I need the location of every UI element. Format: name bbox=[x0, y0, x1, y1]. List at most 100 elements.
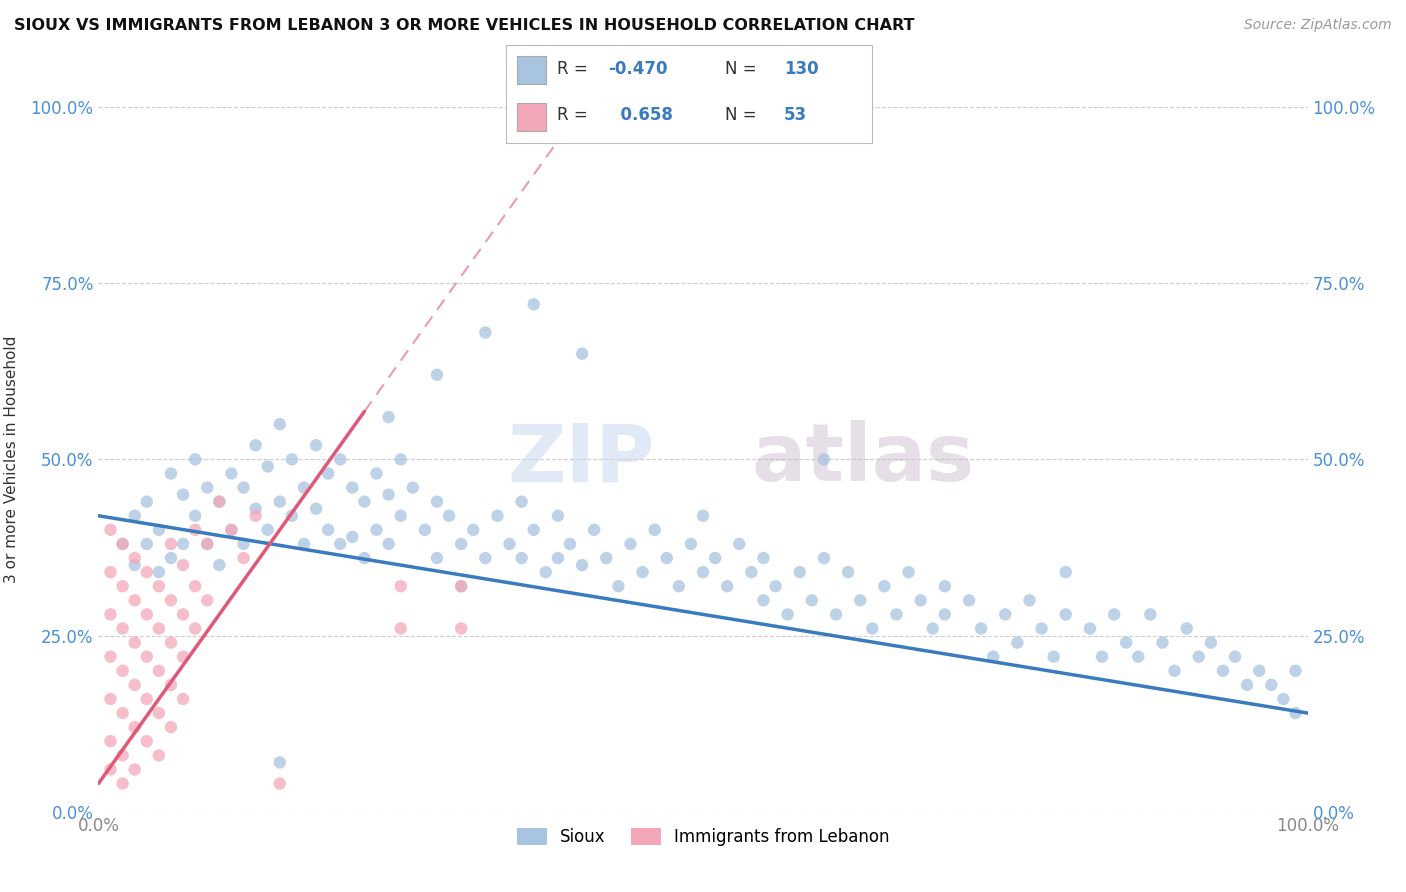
Point bbox=[172, 558, 194, 573]
Point bbox=[100, 692, 122, 706]
Point bbox=[1139, 607, 1161, 622]
Point bbox=[957, 593, 980, 607]
Point bbox=[752, 593, 775, 607]
Point bbox=[100, 734, 122, 748]
Point bbox=[970, 622, 993, 636]
Point bbox=[221, 467, 243, 481]
Point bbox=[208, 494, 231, 508]
Point bbox=[1188, 649, 1211, 664]
Text: ZIP: ZIP bbox=[508, 420, 655, 499]
Point bbox=[111, 537, 134, 551]
Point bbox=[1152, 635, 1174, 649]
Point bbox=[256, 523, 278, 537]
Point bbox=[124, 558, 146, 573]
Point bbox=[631, 565, 654, 579]
Point bbox=[148, 706, 170, 720]
Point bbox=[111, 664, 134, 678]
Point bbox=[1042, 649, 1064, 664]
Point bbox=[135, 607, 157, 622]
Point bbox=[245, 501, 267, 516]
Point bbox=[184, 452, 207, 467]
Point bbox=[558, 537, 581, 551]
Point bbox=[716, 579, 738, 593]
Point bbox=[389, 622, 412, 636]
Point bbox=[547, 551, 569, 566]
Text: 53: 53 bbox=[785, 106, 807, 124]
FancyBboxPatch shape bbox=[517, 103, 547, 131]
Point bbox=[135, 734, 157, 748]
Point bbox=[1007, 635, 1029, 649]
Point bbox=[934, 607, 956, 622]
Point bbox=[389, 508, 412, 523]
Point bbox=[269, 417, 291, 431]
Point bbox=[1223, 649, 1246, 664]
Point bbox=[1031, 622, 1053, 636]
Point bbox=[1199, 635, 1222, 649]
Point bbox=[1091, 649, 1114, 664]
Point bbox=[281, 508, 304, 523]
Point bbox=[184, 579, 207, 593]
Y-axis label: 3 or more Vehicles in Household: 3 or more Vehicles in Household bbox=[4, 335, 20, 583]
Point bbox=[245, 508, 267, 523]
Point bbox=[135, 692, 157, 706]
Point bbox=[1236, 678, 1258, 692]
Point bbox=[752, 551, 775, 566]
Point bbox=[160, 678, 183, 692]
Point bbox=[100, 763, 122, 777]
Point bbox=[1260, 678, 1282, 692]
Point bbox=[668, 579, 690, 593]
Point bbox=[510, 494, 533, 508]
Point bbox=[1163, 664, 1185, 678]
Point bbox=[232, 551, 254, 566]
Point bbox=[402, 481, 425, 495]
Point bbox=[100, 607, 122, 622]
Point bbox=[644, 523, 666, 537]
Point bbox=[426, 368, 449, 382]
Point bbox=[111, 537, 134, 551]
Point bbox=[776, 607, 799, 622]
Point bbox=[728, 537, 751, 551]
Point bbox=[100, 565, 122, 579]
Point bbox=[377, 537, 399, 551]
Point bbox=[813, 551, 835, 566]
Point bbox=[474, 326, 496, 340]
Point bbox=[245, 438, 267, 452]
Point bbox=[583, 523, 606, 537]
Text: Source: ZipAtlas.com: Source: ZipAtlas.com bbox=[1244, 18, 1392, 32]
Point bbox=[195, 537, 218, 551]
Point bbox=[184, 523, 207, 537]
Point bbox=[921, 622, 943, 636]
Point bbox=[789, 565, 811, 579]
Point bbox=[692, 565, 714, 579]
Point bbox=[256, 459, 278, 474]
Point bbox=[655, 551, 678, 566]
Point bbox=[160, 467, 183, 481]
Point bbox=[160, 593, 183, 607]
Point bbox=[172, 537, 194, 551]
Point bbox=[111, 622, 134, 636]
Point bbox=[860, 622, 883, 636]
Point bbox=[886, 607, 908, 622]
Point bbox=[111, 748, 134, 763]
Point bbox=[172, 692, 194, 706]
Text: R =: R = bbox=[557, 106, 593, 124]
Legend: Sioux, Immigrants from Lebanon: Sioux, Immigrants from Lebanon bbox=[510, 822, 896, 853]
Point bbox=[329, 452, 352, 467]
Point bbox=[389, 579, 412, 593]
Point bbox=[342, 481, 364, 495]
Point bbox=[813, 452, 835, 467]
Point bbox=[1272, 692, 1295, 706]
Point bbox=[221, 523, 243, 537]
Point bbox=[100, 649, 122, 664]
Point bbox=[389, 452, 412, 467]
Point bbox=[692, 508, 714, 523]
Point bbox=[486, 508, 509, 523]
Point bbox=[994, 607, 1017, 622]
Text: 0.658: 0.658 bbox=[609, 106, 672, 124]
Point bbox=[981, 649, 1004, 664]
Point bbox=[316, 467, 339, 481]
Point bbox=[1018, 593, 1040, 607]
Point bbox=[1284, 706, 1306, 720]
Point bbox=[450, 579, 472, 593]
Point bbox=[413, 523, 436, 537]
